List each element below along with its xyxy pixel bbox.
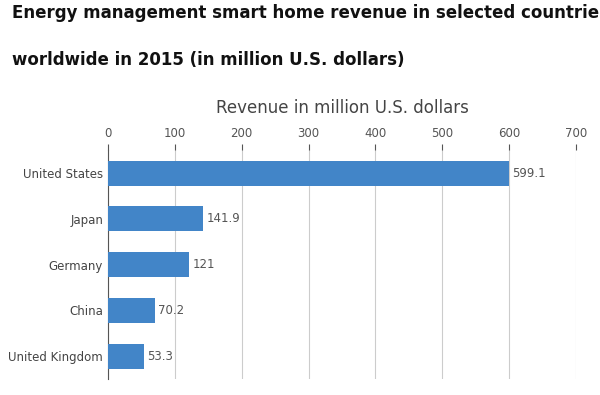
Text: 53.3: 53.3 bbox=[147, 350, 173, 363]
Bar bbox=[108, 298, 155, 323]
Text: worldwide in 2015 (in million U.S. dollars): worldwide in 2015 (in million U.S. dolla… bbox=[12, 51, 404, 70]
X-axis label: Revenue in million U.S. dollars: Revenue in million U.S. dollars bbox=[215, 99, 469, 117]
Text: 599.1: 599.1 bbox=[512, 167, 545, 180]
Text: 70.2: 70.2 bbox=[158, 304, 184, 317]
Text: 121: 121 bbox=[192, 258, 215, 271]
Bar bbox=[108, 252, 189, 277]
Bar bbox=[108, 160, 509, 186]
Text: 141.9: 141.9 bbox=[206, 213, 240, 226]
Bar bbox=[108, 344, 143, 369]
Text: Energy management smart home revenue in selected countries: Energy management smart home revenue in … bbox=[12, 4, 600, 22]
Bar bbox=[108, 206, 203, 231]
